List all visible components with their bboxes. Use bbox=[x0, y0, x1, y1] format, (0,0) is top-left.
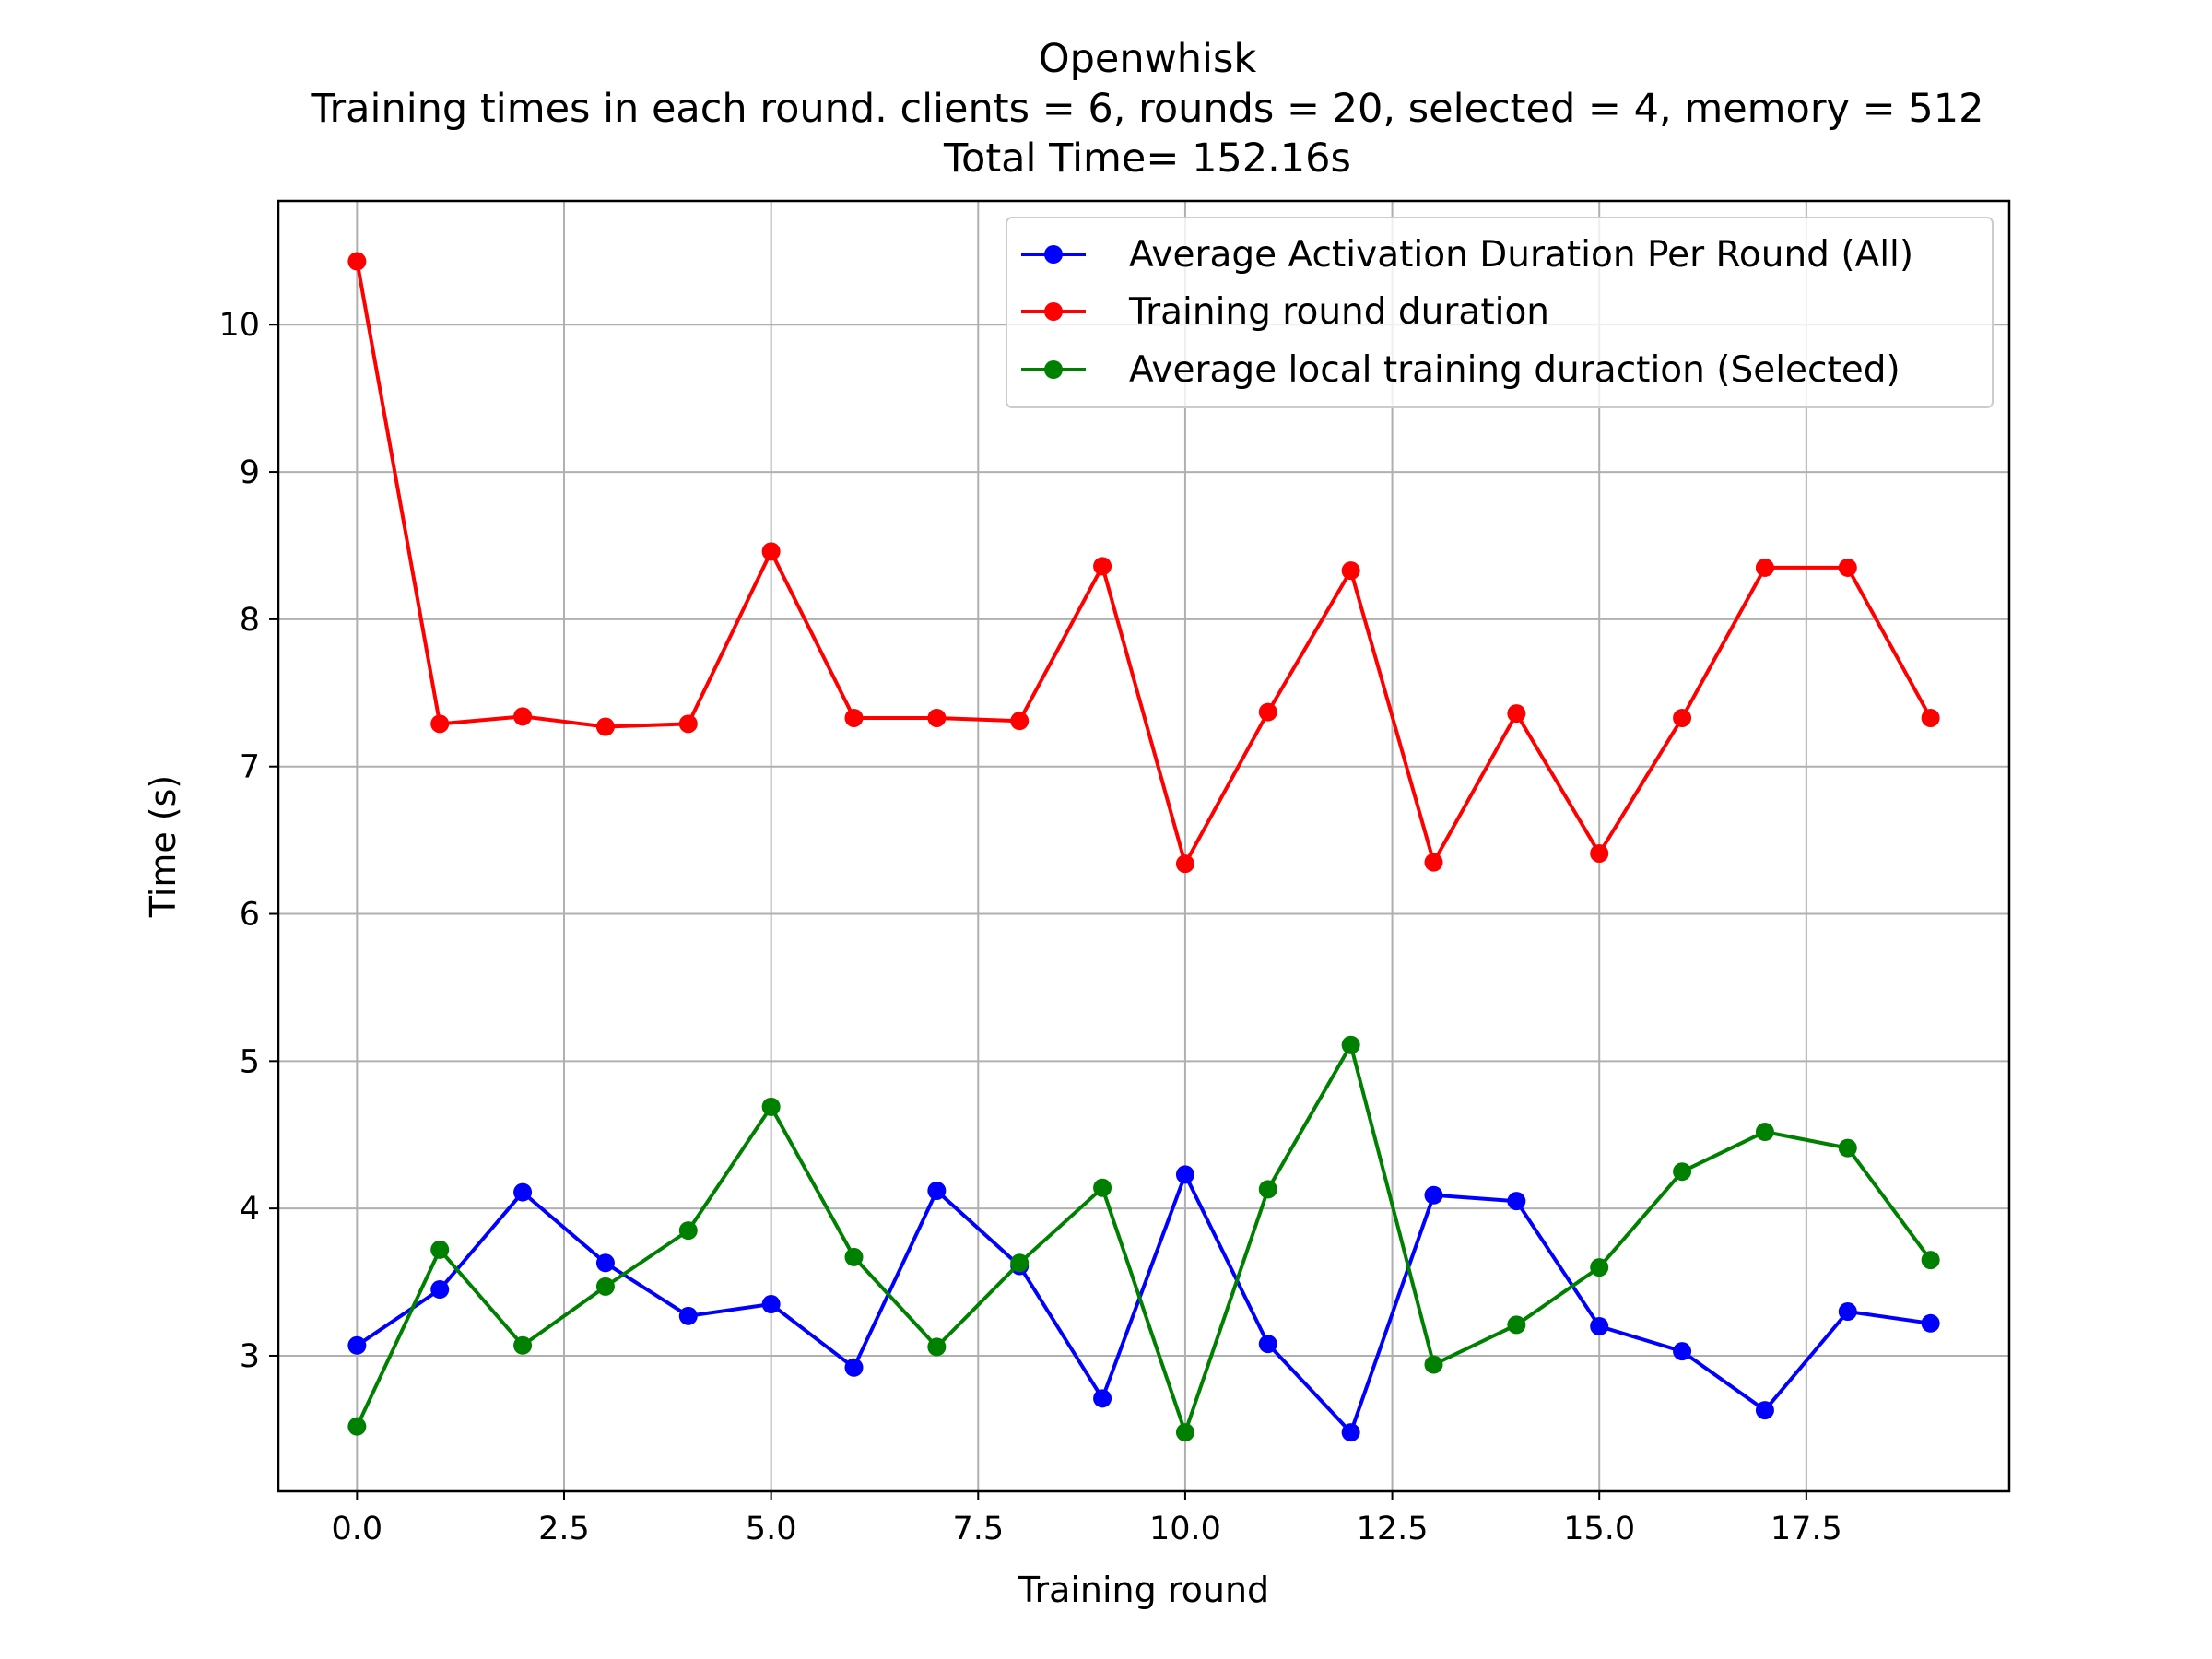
y-tick-label: 4 bbox=[240, 1191, 260, 1228]
data-point bbox=[513, 707, 533, 726]
legend-label: Average Activation Duration Per Round (A… bbox=[1129, 234, 1913, 276]
legend-label: Average local training duraction (Select… bbox=[1129, 349, 1900, 391]
data-point bbox=[1507, 704, 1526, 724]
data-point bbox=[430, 1240, 450, 1259]
series-line bbox=[355, 1042, 1933, 1435]
data-point bbox=[678, 714, 698, 734]
y-tick-label: 10 bbox=[218, 307, 260, 344]
data-point bbox=[844, 708, 864, 727]
data-point bbox=[927, 1181, 947, 1200]
legend-swatch-marker bbox=[1044, 360, 1063, 379]
y-tick-label: 7 bbox=[240, 749, 260, 786]
data-point bbox=[1921, 1313, 1940, 1333]
data-point bbox=[678, 1221, 698, 1241]
data-point bbox=[678, 1306, 698, 1325]
y-tick-label: 3 bbox=[240, 1338, 260, 1375]
x-tick-label: 0.0 bbox=[332, 1511, 383, 1547]
chart-title-line-2: Training times in each round. clients = … bbox=[311, 86, 1984, 132]
x-tick-label: 15.0 bbox=[1563, 1511, 1635, 1547]
data-point bbox=[1341, 1423, 1360, 1442]
data-point bbox=[1590, 843, 1609, 863]
data-point bbox=[1175, 854, 1194, 874]
data-point bbox=[1424, 853, 1443, 872]
data-point bbox=[1921, 1251, 1940, 1270]
legend-swatch-marker bbox=[1044, 245, 1063, 264]
data-point bbox=[1093, 1389, 1112, 1408]
data-point bbox=[347, 252, 367, 271]
data-point bbox=[1507, 1192, 1526, 1211]
data-point bbox=[347, 1417, 367, 1436]
x-tick-label: 10.0 bbox=[1149, 1511, 1221, 1547]
axes-frame bbox=[276, 199, 2011, 1493]
data-point bbox=[1093, 1178, 1112, 1197]
axis-ticks: 0.0 2.5 5.0 7.5 10.0 12.5 15.0 17.5 3 4 5 6 7 8 9 10 bbox=[218, 307, 1841, 1547]
data-point bbox=[1175, 1165, 1194, 1184]
legend-entry-training-round-duration: Training round duration bbox=[1021, 291, 1549, 333]
data-point bbox=[1093, 557, 1112, 576]
data-point bbox=[927, 708, 947, 727]
data-point bbox=[844, 1247, 864, 1266]
data-point bbox=[1921, 708, 1940, 727]
legend-swatch-marker bbox=[1044, 302, 1063, 321]
data-point bbox=[1838, 558, 1857, 577]
data-point bbox=[1673, 1162, 1692, 1182]
y-tick-label: 8 bbox=[240, 602, 260, 639]
x-tick-label: 5.0 bbox=[746, 1511, 797, 1547]
x-tick-label: 12.5 bbox=[1357, 1511, 1429, 1547]
data-point bbox=[1755, 558, 1774, 577]
series-line bbox=[356, 1172, 1931, 1435]
data-point bbox=[1341, 561, 1360, 581]
x-tick-label: 7.5 bbox=[952, 1511, 1004, 1547]
chart-title-line-1: Openwhisk bbox=[1039, 36, 1257, 82]
data-point bbox=[1507, 1315, 1526, 1335]
data-point bbox=[1010, 712, 1030, 731]
data-point bbox=[1258, 702, 1277, 722]
legend-entry-average-local-training: Average local training duraction (Select… bbox=[1021, 349, 1900, 391]
legend-box bbox=[1006, 217, 1994, 408]
legend: Average Activation Duration Per Round (A… bbox=[1006, 217, 1994, 408]
data-point bbox=[761, 1295, 781, 1314]
data-point bbox=[595, 1277, 615, 1296]
data-point bbox=[1590, 1258, 1609, 1277]
data-point bbox=[1590, 1317, 1609, 1336]
data-point bbox=[844, 1358, 864, 1377]
series-layer bbox=[347, 252, 1940, 1442]
data-point bbox=[1424, 1185, 1443, 1205]
data-point bbox=[1755, 1401, 1774, 1420]
legend-label: Training round duration bbox=[1128, 291, 1549, 333]
data-point bbox=[1673, 1342, 1692, 1361]
grid-lines bbox=[278, 201, 2009, 1491]
data-point bbox=[347, 1335, 367, 1355]
data-point bbox=[927, 1337, 947, 1357]
data-point bbox=[595, 717, 615, 736]
data-point bbox=[761, 1097, 781, 1116]
data-point bbox=[1175, 1423, 1194, 1442]
data-point bbox=[1673, 708, 1692, 727]
data-point bbox=[595, 1253, 615, 1273]
y-tick-label: 9 bbox=[240, 454, 260, 491]
data-point bbox=[1424, 1355, 1443, 1374]
data-point bbox=[1258, 1335, 1277, 1354]
data-point bbox=[1341, 1035, 1360, 1054]
y-tick-label: 6 bbox=[240, 897, 260, 934]
y-tick-label: 5 bbox=[240, 1043, 260, 1080]
data-point bbox=[1755, 1123, 1774, 1142]
data-point bbox=[430, 1280, 450, 1300]
chart-title-line-3: Total Time= 152.16s bbox=[943, 135, 1351, 182]
x-tick-label: 2.5 bbox=[538, 1511, 590, 1547]
series-line bbox=[355, 261, 1933, 866]
x-axis-title: Training round bbox=[1018, 1570, 1269, 1610]
y-axis-title: Time (s) bbox=[143, 775, 183, 919]
data-point bbox=[513, 1182, 533, 1202]
x-tick-label: 17.5 bbox=[1771, 1511, 1842, 1547]
data-point bbox=[1838, 1302, 1857, 1322]
data-point bbox=[430, 714, 450, 734]
data-point bbox=[1258, 1180, 1277, 1199]
data-point bbox=[1838, 1138, 1857, 1158]
data-point bbox=[761, 542, 781, 561]
data-point bbox=[513, 1335, 533, 1355]
data-point bbox=[1010, 1253, 1030, 1273]
legend-entry-average-activation: Average Activation Duration Per Round (A… bbox=[1021, 234, 1913, 276]
